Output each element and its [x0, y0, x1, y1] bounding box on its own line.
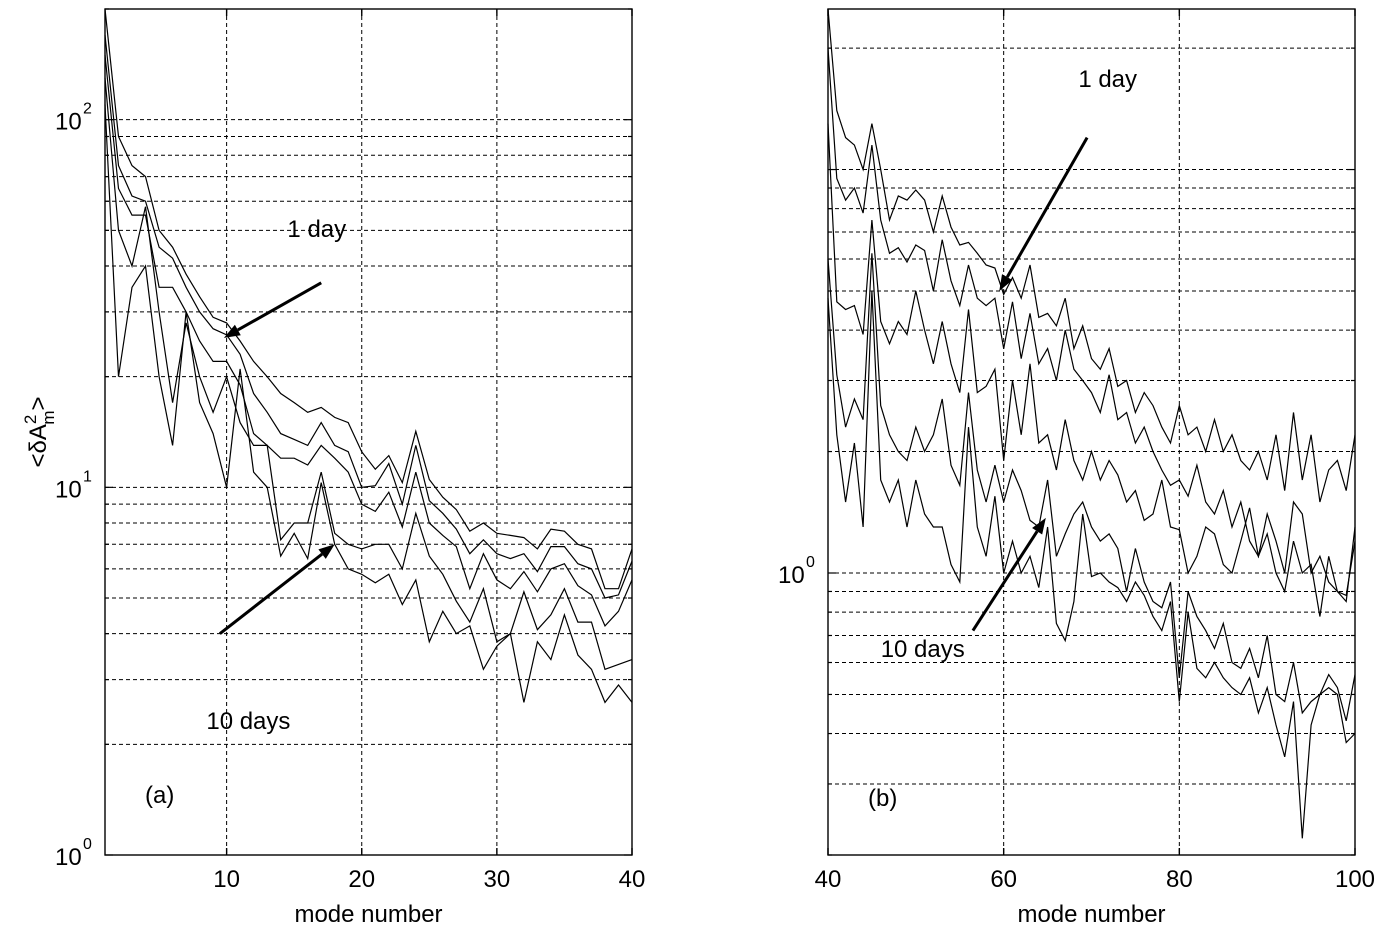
series-line-3 [104, 54, 633, 627]
panel-label: (a) [145, 782, 174, 809]
y-axis-label-sup: 2 [21, 415, 40, 424]
y-tick-base: 10 [55, 844, 82, 871]
annotation-arrow-shaft [1005, 136, 1089, 278]
annotation-label: 1 day [287, 216, 346, 243]
x-axis-label: mode number [294, 901, 442, 928]
plot-frame [827, 8, 1356, 856]
x-tick-label: 40 [619, 866, 646, 893]
y-axis-label: <δA2m> [21, 396, 58, 467]
y-axis-label-close: > [25, 396, 52, 410]
y-tick-label: 10 1 [55, 468, 92, 503]
series-line-3 [827, 123, 1356, 617]
y-tick-base: 10 [55, 109, 82, 136]
x-tick-label: 20 [348, 866, 375, 893]
annotation-label: 10 days [206, 708, 290, 735]
x-tick-label: 60 [990, 866, 1017, 893]
annotation-label: 1 day [1078, 66, 1137, 93]
y-axis-label-main: <δA [25, 424, 52, 467]
y-tick-exponent: 1 [83, 468, 92, 485]
x-axis-label: mode number [1017, 901, 1165, 928]
grid [105, 9, 632, 855]
y-tick-exponent: 2 [83, 101, 92, 118]
series-line-1 [827, 8, 1356, 503]
annotation: 10 days [206, 544, 335, 735]
y-axis-label-sub: m [39, 410, 58, 424]
y-tick-base: 10 [778, 562, 805, 589]
annotation-arrow-shaft [971, 530, 1039, 632]
y-tick-exponent: 0 [83, 836, 92, 853]
x-tick-label: 100 [1335, 866, 1375, 893]
annotation: 1 day [999, 66, 1137, 291]
grid [828, 9, 1355, 855]
series-line-5 [104, 104, 633, 704]
y-tick-label: 10 0 [55, 836, 92, 871]
annotation: 1 day [223, 216, 346, 338]
x-tick-label: 80 [1166, 866, 1193, 893]
panel-label: (b) [868, 785, 897, 812]
annotation: 10 days [881, 517, 1046, 663]
y-tick-exponent: 0 [806, 554, 815, 571]
annotation-arrow-head [318, 544, 335, 559]
y-tick-label: 10 2 [55, 101, 92, 136]
plot-frame [104, 8, 633, 856]
y-tick-label: 10 0 [778, 554, 815, 589]
annotation-arrow-head [999, 274, 1013, 291]
x-tick-label: 40 [815, 866, 842, 893]
annotation-arrow-head [223, 324, 241, 338]
series-line-1 [104, 8, 633, 590]
y-tick-base: 10 [55, 476, 82, 503]
x-tick-label: 30 [484, 866, 511, 893]
series-line-4 [827, 253, 1356, 722]
annotation-label: 10 days [881, 636, 965, 663]
annotation-arrow-shaft [218, 552, 324, 635]
series-line-2 [827, 48, 1356, 597]
series-line-2 [104, 34, 633, 599]
series-line-4 [104, 77, 633, 671]
x-tick-label: 10 [213, 866, 240, 893]
series-line-5 [827, 290, 1356, 839]
annotation-arrow-head [1032, 517, 1046, 535]
annotation-arrow-shaft [237, 281, 322, 332]
